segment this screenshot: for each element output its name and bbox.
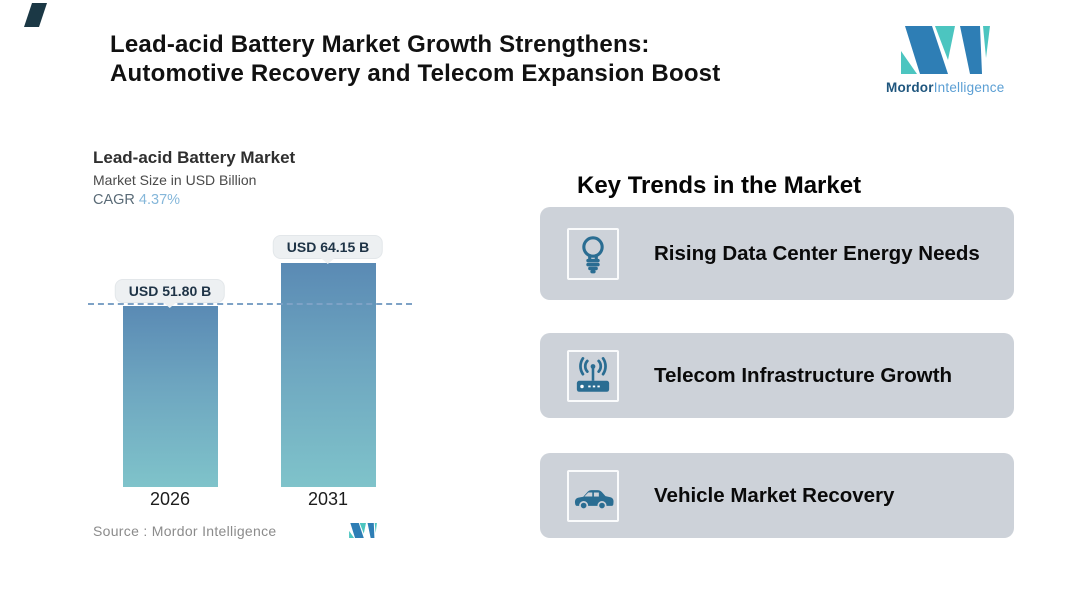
- mordor-monogram-small-icon: [349, 523, 377, 538]
- trend-card-vehicle: Vehicle Market Recovery: [540, 453, 1014, 538]
- lightbulb-icon: [567, 227, 619, 280]
- source-label: Source :: [93, 523, 152, 539]
- chart-subtitle: Market Size in USD Billion: [93, 172, 257, 188]
- reference-dashed-line: [88, 303, 412, 305]
- brand-word-intelligence: Intelligence: [933, 80, 1005, 95]
- mordor-monogram-icon: [900, 26, 990, 74]
- chart-cagr: CAGR 4.37%: [93, 192, 180, 208]
- value-label-2031: USD 64.15 B: [272, 235, 384, 259]
- page-title: Lead-acid Battery Market Growth Strength…: [110, 30, 720, 88]
- axis-label-2026: 2026: [149, 489, 191, 509]
- page-title-line1: Lead-acid Battery Market Growth Strength…: [110, 31, 650, 58]
- value-label-2026: USD 51.80 B: [114, 279, 226, 303]
- bar-2026: [123, 306, 218, 487]
- trends-heading: Key Trends in the Market: [577, 172, 862, 199]
- brand-wordmark: MordorIntelligence: [886, 80, 1004, 95]
- brand-logo: MordorIntelligence: [886, 26, 1004, 95]
- chart-title: Lead-acid Battery Market: [93, 148, 296, 167]
- trend-label-data-center: Rising Data Center Energy Needs: [654, 241, 980, 265]
- corner-accent-shape: [24, 3, 47, 27]
- trend-card-telecom: Telecom Infrastructure Growth: [540, 333, 1014, 418]
- trend-label-telecom: Telecom Infrastructure Growth: [654, 363, 953, 387]
- page-title-line2: Automotive Recovery and Telecom Expansio…: [110, 60, 721, 87]
- trend-label-vehicle: Vehicle Market Recovery: [654, 483, 895, 507]
- axis-label-2031: 2031: [307, 489, 349, 509]
- car-icon: [567, 469, 619, 522]
- trend-card-data-center: Rising Data Center Energy Needs: [540, 207, 1014, 300]
- cagr-value: 4.37%: [138, 192, 181, 208]
- source-attribution: Source : Mordor Intelligence: [93, 523, 277, 539]
- telecom-router-icon: [567, 349, 619, 402]
- bar-2031: [281, 263, 376, 487]
- cagr-label: CAGR: [93, 192, 139, 208]
- brand-word-mordor: Mordor: [886, 80, 934, 95]
- source-value: Mordor Intelligence: [151, 523, 277, 539]
